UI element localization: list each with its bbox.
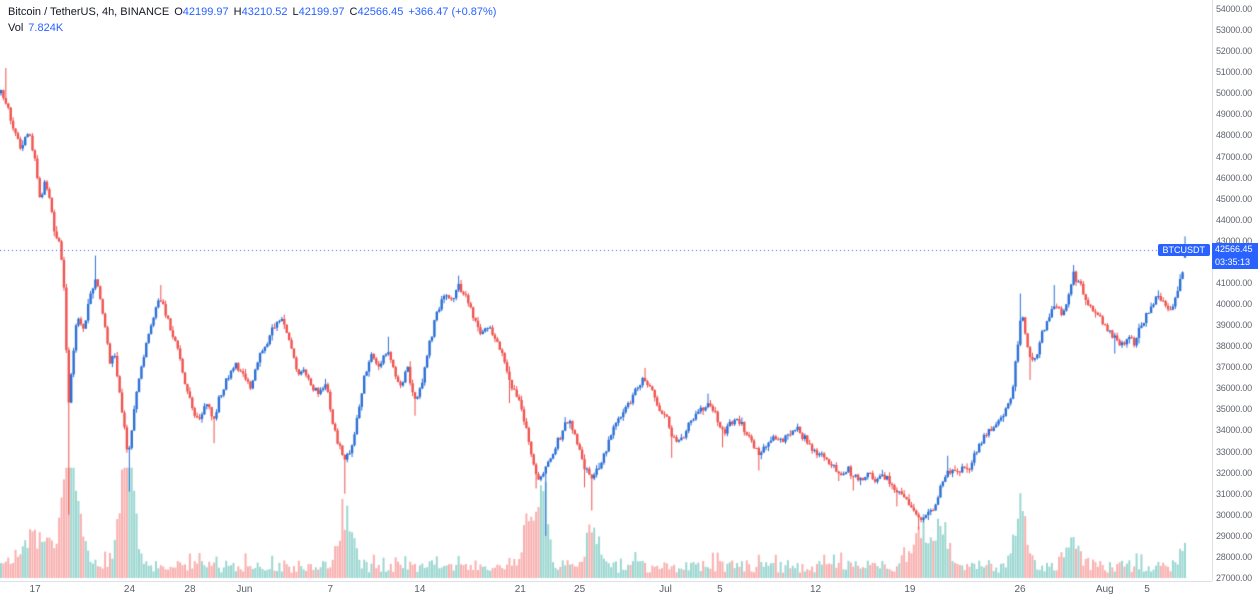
time-tick-label: 28 [184,584,196,595]
time-tick-label: 21 [514,584,526,595]
price-tick-label: 32000.00 [1216,467,1252,478]
price-tick-label: 44000.00 [1216,214,1252,225]
low-label: L [292,6,299,18]
low-value: 42199.97 [298,6,345,18]
price-tick-label: 36000.00 [1216,383,1252,394]
symbol-title[interactable]: Bitcoin / TetherUS, 4h, BINANCE [8,6,170,18]
open-value: 42199.97 [182,6,229,18]
price-tick-label: 30000.00 [1216,509,1252,520]
price-tick-label: 50000.00 [1216,88,1252,99]
chart-canvas[interactable] [0,0,1211,581]
price-tick-label: 40000.00 [1216,299,1252,310]
time-tick-label: 19 [904,584,916,595]
high-label: H [233,6,242,18]
time-axis[interactable]: 17 24 28 Jun 7 14 21 25 Jul 5 12 19 26 Aug 5 [0,581,1212,597]
bar-countdown-label: 03:35:13 [1212,255,1258,269]
high-value: 43210.52 [241,6,288,18]
close-value: 42566.45 [357,6,404,18]
time-tick-label: 17 [29,584,41,595]
time-tick-label: 26 [1014,584,1026,595]
volume-label: Vol [8,22,24,34]
price-tick-label: 47000.00 [1216,151,1252,162]
price-tick-label: 39000.00 [1216,320,1252,331]
change-value: +366.47 (+0.87%) [408,6,497,18]
price-axis[interactable]: 54000.00 53000.00 52000.00 51000.00 50000.00… [1212,0,1258,583]
price-tick-label: 54000.00 [1216,4,1252,14]
price-tick-label: 45000.00 [1216,193,1252,204]
price-tick-label: 38000.00 [1216,341,1252,352]
price-tick-label: 43000.00 [1216,235,1252,246]
price-tick-label: 27000.00 [1216,573,1252,583]
price-tick-label: 41000.00 [1216,277,1252,288]
time-tick-label: 24 [123,584,136,595]
time-tick-label: 25 [574,584,586,595]
price-tick-label: 49000.00 [1216,109,1252,120]
price-tick-label: 33000.00 [1216,446,1252,457]
time-tick-label: 5 [1144,584,1150,595]
volume-value: 7.824K [28,22,64,34]
time-tick-label: Jun [236,584,253,595]
price-tick-label: 52000.00 [1216,46,1252,57]
time-tick-label: Aug [1095,584,1114,595]
price-tick-label: 46000.00 [1216,172,1252,183]
time-tick-label: 12 [809,584,822,595]
legend-row-volume: Vol 7.824K [8,21,496,35]
price-tick-label: 34000.00 [1216,425,1252,436]
open-label: O [174,6,183,18]
price-tick-label: 35000.00 [1216,404,1252,415]
time-tick-label: 7 [327,584,334,595]
time-tick-label: Jul [659,584,672,595]
price-tick-label: 51000.00 [1216,67,1252,78]
price-tick-label: 31000.00 [1216,488,1252,499]
time-tick-label: 5 [717,584,723,595]
price-tick-label: 29000.00 [1216,530,1252,541]
price-tick-label: 28000.00 [1216,551,1252,562]
price-line-symbol-tag: BTCUSDT [1157,243,1210,256]
chart-legend: Bitcoin / TetherUS, 4h, BINANCE O42199.97… [8,5,496,35]
time-tick-label: 14 [414,584,426,595]
current-price-label: 42566.45 [1212,242,1258,256]
price-tick-label: 53000.00 [1216,25,1252,36]
price-tick-label: 48000.00 [1216,130,1252,141]
legend-row-main: Bitcoin / TetherUS, 4h, BINANCE O42199.97… [8,5,496,19]
close-label: C [349,6,358,18]
price-tick-label: 37000.00 [1216,362,1252,373]
